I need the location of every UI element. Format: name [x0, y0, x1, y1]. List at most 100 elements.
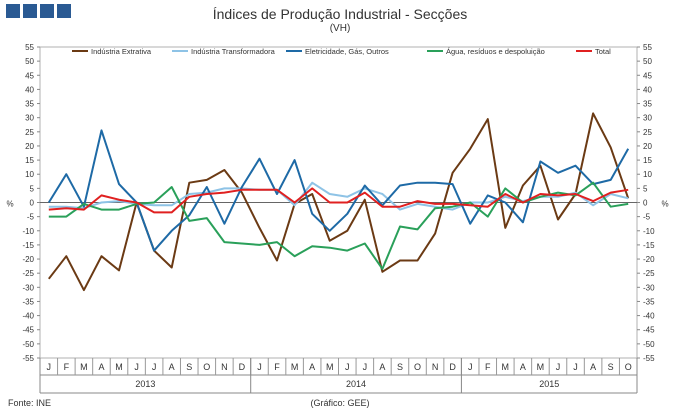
y-tick-label-right: 20 — [643, 142, 652, 151]
month-tick-label: S — [186, 362, 192, 372]
y-tick-label-right: -30 — [643, 283, 655, 292]
month-tick-label: D — [239, 362, 246, 372]
series-line — [48, 187, 629, 214]
month-tick-label: J — [47, 362, 52, 372]
y-tick-label-right: -5 — [643, 213, 651, 222]
month-tick-label: J — [152, 362, 157, 372]
legend-label: Indústria Extrativa — [91, 47, 152, 56]
legend-label: Água, resíduos e despoluição — [446, 47, 545, 56]
month-tick-label: M — [115, 362, 123, 372]
month-tick-label: J — [363, 362, 368, 372]
y-tick-label-right: 30 — [643, 114, 652, 123]
month-tick-label: J — [134, 362, 139, 372]
month-tick-label: J — [468, 362, 473, 372]
month-tick-label: J — [257, 362, 262, 372]
y-tick-label-left: -30 — [22, 283, 34, 292]
y-tick-label-left: -25 — [22, 269, 34, 278]
y-axis-label-right: % — [661, 200, 668, 209]
month-tick-label: F — [64, 362, 70, 372]
y-tick-label-left: -55 — [22, 354, 34, 363]
source-note: Fonte: INE — [8, 398, 52, 408]
y-tick-label-right: 10 — [643, 170, 652, 179]
month-tick-label: A — [520, 362, 526, 372]
y-tick-label-right: 45 — [643, 71, 652, 80]
logo-block — [40, 4, 54, 18]
y-tick-label-left: -40 — [22, 312, 34, 321]
y-tick-label-right: 40 — [643, 85, 652, 94]
y-tick-label-right: 15 — [643, 156, 652, 165]
month-tick-label: J — [556, 362, 561, 372]
month-tick-label: A — [379, 362, 385, 372]
month-tick-label: A — [98, 362, 104, 372]
y-tick-label-left: 25 — [25, 128, 34, 137]
legend-label: Indústria Transformadora — [191, 47, 276, 56]
month-tick-label: F — [274, 362, 280, 372]
y-tick-label-left: -35 — [22, 297, 34, 306]
month-tick-label: F — [485, 362, 491, 372]
series-line — [48, 181, 629, 270]
y-tick-label-right: -25 — [643, 269, 655, 278]
year-tick-label: 2014 — [346, 379, 366, 389]
y-tick-label-right: 25 — [643, 128, 652, 137]
logo-block — [23, 4, 37, 18]
year-tick-label: 2013 — [135, 379, 155, 389]
month-tick-label: M — [80, 362, 88, 372]
y-tick-label-left: 10 — [25, 170, 34, 179]
y-tick-label-left: 55 — [25, 43, 34, 52]
logo-block — [6, 4, 20, 18]
month-tick-label: O — [625, 362, 632, 372]
y-axis-label-left: % — [6, 200, 13, 209]
y-tick-label-left: 20 — [25, 142, 34, 151]
month-tick-label: A — [169, 362, 175, 372]
chart-subtitle: (VH) — [329, 23, 351, 34]
y-tick-label-right: -50 — [643, 340, 655, 349]
legend-label: Total — [595, 47, 611, 56]
y-tick-label-left: 40 — [25, 85, 34, 94]
logo-block — [57, 4, 71, 18]
month-tick-label: D — [449, 362, 456, 372]
y-tick-label-right: -35 — [643, 297, 655, 306]
month-tick-label: N — [432, 362, 439, 372]
y-tick-label-left: -20 — [22, 255, 34, 264]
y-tick-label-right: -45 — [643, 326, 655, 335]
y-tick-label-right: 55 — [643, 43, 652, 52]
month-tick-label: M — [502, 362, 510, 372]
graphic-note: (Gráfico: GEE) — [310, 398, 370, 408]
month-tick-label: O — [203, 362, 210, 372]
month-tick-label: J — [573, 362, 578, 372]
y-tick-label-left: -45 — [22, 326, 34, 335]
month-tick-label: S — [397, 362, 403, 372]
chart-title: Índices de Produção Industrial - Secções — [212, 6, 468, 22]
y-tick-label-right: 35 — [643, 100, 652, 109]
y-tick-label-right: -55 — [643, 354, 655, 363]
month-tick-label: A — [309, 362, 315, 372]
y-tick-label-left: 0 — [30, 199, 35, 208]
month-tick-label: N — [221, 362, 228, 372]
y-tick-label-left: -5 — [27, 213, 35, 222]
year-tick-label: 2015 — [539, 379, 559, 389]
y-tick-label-left: -15 — [22, 241, 34, 250]
y-tick-label-left: -50 — [22, 340, 34, 349]
y-tick-label-left: 15 — [25, 156, 34, 165]
y-tick-label-right: 5 — [643, 184, 648, 193]
y-tick-label-left: 50 — [25, 57, 34, 66]
y-tick-label-left: 30 — [25, 114, 34, 123]
y-tick-label-right: -20 — [643, 255, 655, 264]
month-tick-label: J — [345, 362, 350, 372]
month-tick-label: M — [326, 362, 334, 372]
y-tick-label-right: 50 — [643, 57, 652, 66]
y-tick-label-right: -40 — [643, 312, 655, 321]
y-tick-label-right: -10 — [643, 227, 655, 236]
month-tick-label: O — [414, 362, 421, 372]
legend-label: Eletricidade, Gás, Outros — [305, 47, 389, 56]
y-tick-label-left: 35 — [25, 100, 34, 109]
ine-logo — [6, 4, 71, 18]
y-tick-label-left: 5 — [30, 184, 35, 193]
y-tick-label-right: -15 — [643, 241, 655, 250]
y-tick-label-left: -10 — [22, 227, 34, 236]
month-tick-label: A — [590, 362, 596, 372]
month-tick-label: M — [537, 362, 545, 372]
y-tick-label-right: 0 — [643, 199, 648, 208]
y-tick-label-left: 45 — [25, 71, 34, 80]
